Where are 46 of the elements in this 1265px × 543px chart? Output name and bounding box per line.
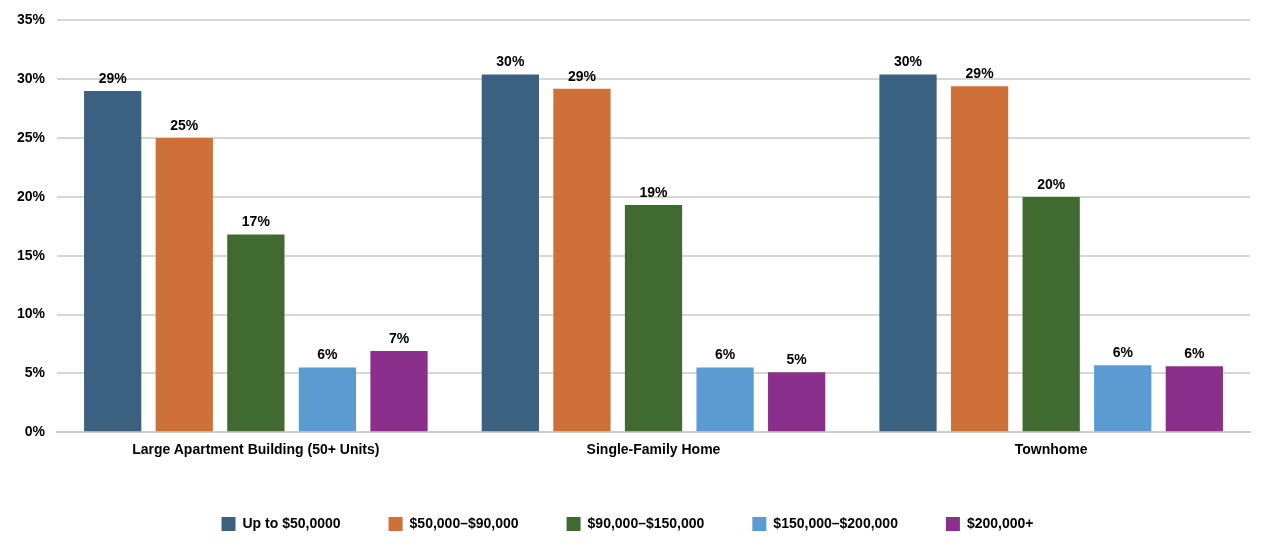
data-label: 30% [496, 53, 525, 70]
data-label: 7% [388, 329, 410, 346]
bar [768, 372, 826, 432]
y-tick-label: 0% [24, 423, 46, 440]
data-label: 6% [1184, 345, 1205, 362]
x-tick-label: Single-Family Home [586, 441, 721, 458]
data-label: 30% [894, 53, 923, 70]
data-label: 6% [317, 346, 339, 363]
bar [84, 90, 142, 432]
y-tick-label: 15% [16, 246, 46, 263]
y-tick-label: 10% [16, 305, 46, 322]
bar [879, 74, 937, 432]
data-label: 17% [241, 213, 271, 230]
bar [696, 367, 754, 432]
legend-label: $50,000–$90,000 [409, 514, 519, 531]
y-tick-label: 25% [16, 128, 46, 145]
legend-label: Up to $50,0000 [242, 514, 341, 531]
bar [950, 86, 1009, 432]
x-tick-label: Large Apartment Building (50+ Units) [132, 441, 380, 458]
data-label: 29% [567, 67, 597, 84]
bar [481, 74, 539, 432]
legend-label: $200,000+ [966, 514, 1034, 531]
y-tick-label: 35% [16, 11, 46, 28]
bar [155, 138, 213, 432]
bar [1022, 196, 1080, 432]
data-label: 29% [965, 65, 995, 82]
legend-label: $90,000–$150,000 [587, 514, 705, 531]
data-label: 6% [714, 346, 736, 363]
data-label: 25% [170, 116, 199, 133]
bar [1165, 366, 1223, 432]
data-label: 6% [1112, 343, 1134, 360]
data-label: 19% [639, 183, 669, 200]
bar [298, 367, 357, 432]
bar [553, 88, 611, 432]
y-tick-label: 5% [24, 364, 46, 381]
data-label: 5% [786, 351, 808, 368]
data-label: 29% [98, 69, 128, 86]
x-tick-label: Townhome [1014, 441, 1088, 458]
bar [370, 351, 428, 432]
y-tick-label: 30% [16, 70, 46, 87]
bar [1094, 365, 1152, 432]
data-label: 20% [1037, 175, 1066, 192]
bar [624, 205, 683, 432]
bar [227, 234, 285, 432]
legend-label: $150,000–$200,000 [773, 514, 899, 531]
y-tick-label: 20% [16, 187, 46, 204]
